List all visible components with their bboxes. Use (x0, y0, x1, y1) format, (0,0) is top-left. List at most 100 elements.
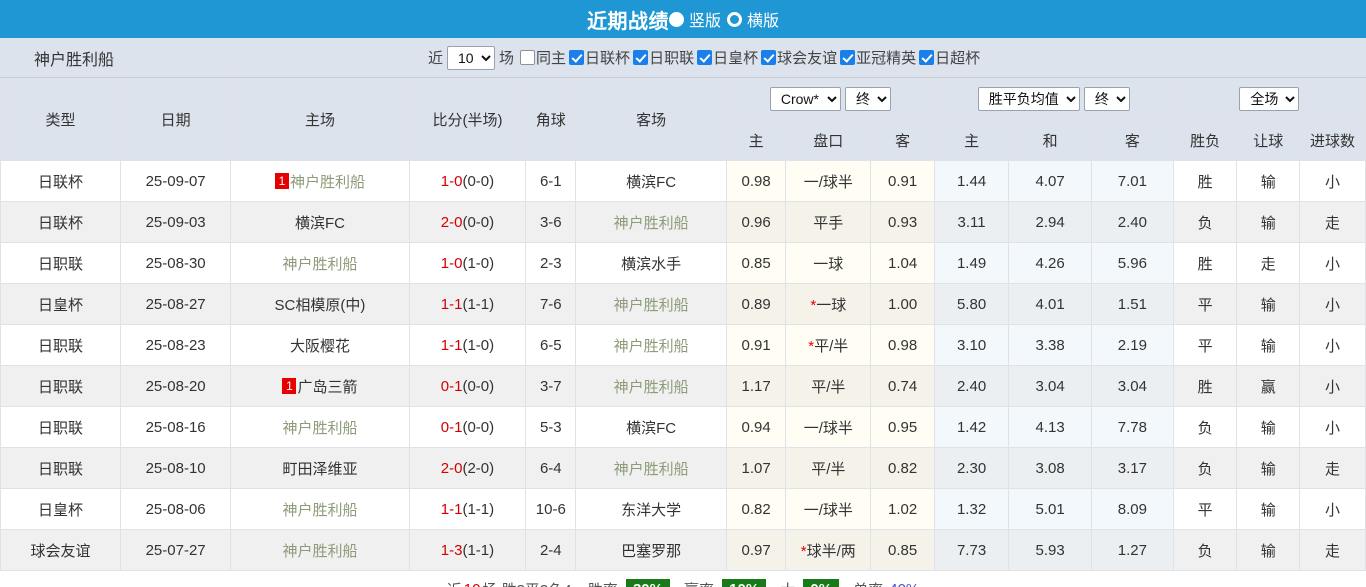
th-corner[interactable]: 角球 (525, 78, 577, 161)
cell-home-team[interactable]: 神户胜利船 (230, 242, 410, 284)
cell-home-team[interactable]: 神户胜利船 (230, 488, 410, 530)
checkbox-comp-5[interactable] (919, 50, 935, 65)
cell-score[interactable]: 2-0(2-0) (408, 447, 527, 489)
th-odds-away[interactable]: 客 (870, 119, 935, 161)
cell-home-team[interactable]: SC相模原(中) (230, 283, 410, 325)
score-fulltime: 1-3 (440, 541, 463, 559)
checkbox-comp-2[interactable] (697, 50, 713, 65)
th-type[interactable]: 类型 (0, 78, 121, 161)
cell-score[interactable]: 1-0(0-0) (408, 160, 527, 202)
cell-type[interactable]: 日职联 (0, 406, 121, 448)
th-score[interactable]: 比分(半场) (408, 78, 527, 161)
table-row[interactable]: 日联杯 25-09-03 横滨FC 2-0(0-0) 3-6 神户胜利船 0.96 平手 0.9… (0, 201, 1366, 243)
cell-type[interactable]: 日职联 (0, 365, 121, 407)
score-fulltime: 1-1 (440, 295, 463, 313)
cell-type[interactable]: 日皇杯 (0, 488, 121, 530)
table-row[interactable]: 日职联 25-08-10 町田泽维亚 2-0(2-0) 6-4 神户胜利船 1.07 平/半 0… (0, 447, 1366, 489)
cell-type[interactable]: 日职联 (0, 447, 121, 489)
cell-corner: 7-6 (525, 283, 577, 325)
table-row[interactable]: 日联杯 25-09-07 1 神户胜利船 1-0(0-0) 6-1 横滨FC 0.98 一/球半… (0, 160, 1366, 202)
checkbox-comp-1[interactable] (633, 50, 649, 65)
cell-type[interactable]: 日皇杯 (0, 283, 121, 325)
th-odds-home[interactable]: 主 (725, 119, 787, 161)
match-count-select[interactable]: 10 (447, 45, 496, 70)
th-home[interactable]: 主场 (230, 78, 410, 161)
home-team-name: SC相模原(中) (274, 296, 366, 314)
cell-corner: 2-4 (525, 529, 577, 571)
checkbox-same-home[interactable] (520, 50, 536, 65)
cell-eu-away: 1.27 (1091, 529, 1174, 571)
score-fulltime: 2-0 (440, 459, 463, 477)
result-scope-select[interactable]: 全场 (1239, 87, 1300, 111)
cell-home-team[interactable]: 1 神户胜利船 (230, 160, 410, 202)
match-unit-label: 场 (499, 50, 515, 67)
cell-handicap: 一球 (785, 242, 872, 284)
cell-away-team[interactable]: 巴塞罗那 (575, 529, 727, 571)
cell-type[interactable]: 日联杯 (0, 201, 121, 243)
cell-score[interactable]: 1-1(1-1) (408, 488, 527, 530)
cell-score[interactable]: 0-1(0-0) (408, 406, 527, 448)
cell-away-team[interactable]: 横滨FC (575, 160, 727, 202)
filter-bar: 神户胜利船 近 10 场 同主 日联杯 日职联 日皇杯 球会友谊 亚冠精英 日超… (0, 38, 1366, 78)
th-eu-draw[interactable]: 和 (1008, 119, 1092, 161)
cell-home-team[interactable]: 1 广岛三箭 (230, 365, 410, 407)
cell-away-team[interactable]: 神户胜利船 (575, 365, 727, 407)
odds-company-select[interactable]: Crow* (769, 87, 841, 111)
cell-odds-home: 0.94 (725, 406, 787, 448)
cell-score[interactable]: 1-0(1-0) (408, 242, 527, 284)
table-row[interactable]: 日皇杯 25-08-06 神户胜利船 1-1(1-1) 10-6 东洋大学 0.82 一/球半… (0, 488, 1366, 530)
cell-away-team[interactable]: 横滨水手 (575, 242, 727, 284)
cell-eu-draw: 5.01 (1008, 488, 1092, 530)
euro-phase-select[interactable]: 终 (1083, 87, 1130, 111)
radio-unselected-icon[interactable] (727, 11, 742, 27)
th-away[interactable]: 客场 (575, 78, 727, 161)
view-mode-horizontal[interactable]: 横版 (727, 7, 779, 31)
table-row[interactable]: 日职联 25-08-16 神户胜利船 0-1(0-0) 5-3 横滨FC 0.94 一/球半 0… (0, 406, 1366, 448)
cell-eu-draw: 2.94 (1008, 201, 1092, 243)
cell-score[interactable]: 0-1(0-0) (408, 365, 527, 407)
summary-footer: 近 10 场,胜3平3负4, 胜率: 30% 赢率: 10% 大: 0% 单率:… (0, 571, 1366, 587)
cell-type[interactable]: 球会友谊 (0, 529, 121, 571)
th-res-handicap[interactable]: 让球 (1236, 119, 1301, 161)
cell-type[interactable]: 日职联 (0, 242, 121, 284)
cell-score[interactable]: 1-1(1-1) (408, 283, 527, 325)
cell-result-wl: 平 (1172, 324, 1238, 366)
checkbox-comp-4[interactable] (840, 50, 856, 65)
view-mode-vertical[interactable]: 竖版 (668, 7, 721, 31)
score-halftime: (1-0) (462, 336, 495, 354)
table-row[interactable]: 球会友谊 25-07-27 神户胜利船 1-3(1-1) 2-4 巴塞罗那 0.97 *球半/… (0, 529, 1366, 571)
checkbox-comp-0[interactable] (569, 50, 585, 65)
table-row[interactable]: 日职联 25-08-20 1 广岛三箭 0-1(0-0) 3-7 神户胜利船 1.17 平/半 0… (0, 365, 1366, 407)
cell-away-team[interactable]: 神户胜利船 (575, 447, 727, 489)
euro-type-select[interactable]: 胜平负均值 (977, 87, 1080, 111)
cell-type[interactable]: 日联杯 (0, 160, 121, 202)
th-res-goals[interactable]: 进球数 (1299, 119, 1366, 161)
checkbox-comp-3[interactable] (761, 50, 777, 65)
table-row[interactable]: 日皇杯 25-08-27 SC相模原(中) 1-1(1-1) 7-6 神户胜利船 0.89 *… (0, 283, 1366, 325)
th-eu-away[interactable]: 客 (1091, 119, 1174, 161)
th-eu-home[interactable]: 主 (933, 119, 1010, 161)
cell-away-team[interactable]: 神户胜利船 (575, 201, 727, 243)
radio-selected-icon[interactable] (668, 11, 684, 27)
cell-away-team[interactable]: 神户胜利船 (575, 324, 727, 366)
cell-home-team[interactable]: 町田泽维亚 (230, 447, 410, 489)
cell-handicap: *一球 (785, 283, 872, 325)
cell-home-team[interactable]: 大阪樱花 (230, 324, 410, 366)
th-handicap[interactable]: 盘口 (785, 119, 872, 161)
cell-home-team[interactable]: 横滨FC (230, 201, 410, 243)
cell-score[interactable]: 1-3(1-1) (408, 529, 527, 571)
view-mode-radio-group[interactable]: 竖版 横版 (668, 7, 779, 31)
cell-away-team[interactable]: 东洋大学 (575, 488, 727, 530)
th-date[interactable]: 日期 (119, 78, 232, 161)
odds-phase-select[interactable]: 终 (845, 87, 892, 111)
cell-score[interactable]: 2-0(0-0) (408, 201, 527, 243)
th-res-wl[interactable]: 胜负 (1172, 119, 1238, 161)
table-row[interactable]: 日职联 25-08-23 大阪樱花 1-1(1-0) 6-5 神户胜利船 0.91 *平/半 0… (0, 324, 1366, 366)
cell-score[interactable]: 1-1(1-0) (408, 324, 527, 366)
table-row[interactable]: 日职联 25-08-30 神户胜利船 1-0(1-0) 2-3 横滨水手 0.85 一球 1.0… (0, 242, 1366, 284)
cell-away-team[interactable]: 神户胜利船 (575, 283, 727, 325)
cell-home-team[interactable]: 神户胜利船 (230, 406, 410, 448)
cell-type[interactable]: 日职联 (0, 324, 121, 366)
cell-home-team[interactable]: 神户胜利船 (230, 529, 410, 571)
cell-away-team[interactable]: 横滨FC (575, 406, 727, 448)
